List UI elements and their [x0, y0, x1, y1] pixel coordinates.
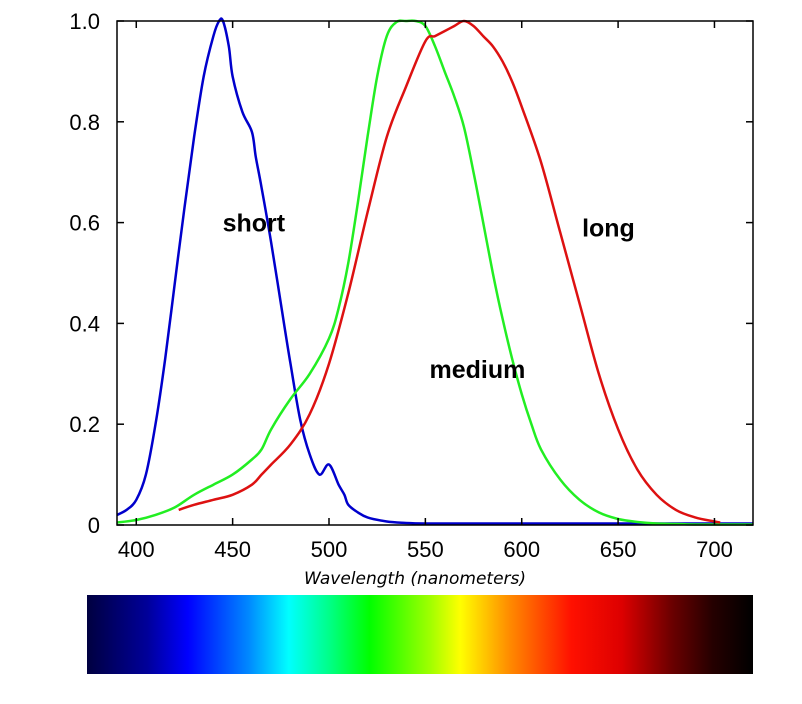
- y-tick-label: 0.6: [69, 211, 100, 236]
- y-tick-label: 0.4: [69, 311, 100, 336]
- y-tick-labels: 0 0.2 0.4 0.6 0.8 1.0: [69, 9, 100, 538]
- x-tick-label: 700: [696, 537, 733, 562]
- y-tick-label: 1.0: [69, 9, 100, 34]
- x-tick-label: 400: [118, 537, 155, 562]
- y-tick-label: 0.8: [69, 110, 100, 135]
- series-label-long: long: [582, 215, 635, 243]
- y-tick-label: 0.2: [69, 412, 100, 437]
- series-labels: short medium long: [223, 210, 635, 384]
- plot-series: [116, 17, 753, 526]
- series-line-medium: [116, 19, 753, 526]
- x-tick-label: 500: [311, 537, 348, 562]
- x-ticks: [135, 21, 716, 525]
- x-tick-label: 450: [214, 537, 251, 562]
- plot-frame: [116, 20, 754, 526]
- x-axis-title: Wavelength (nanometers): [304, 569, 526, 589]
- series-label-short: short: [223, 210, 286, 238]
- x-tick-label: 550: [407, 537, 444, 562]
- x-tick-label: 600: [503, 537, 540, 562]
- y-ticks: [117, 20, 753, 526]
- x-tick-labels: 400 450 500 550 600 650 700: [118, 537, 733, 562]
- series-label-medium: medium: [429, 356, 525, 384]
- series-line-long: [178, 19, 721, 524]
- visible-spectrum-color-bar: [87, 595, 753, 674]
- x-tick-label: 650: [600, 537, 637, 562]
- series-line-short: [116, 17, 753, 525]
- y-tick-label: 0: [88, 513, 100, 538]
